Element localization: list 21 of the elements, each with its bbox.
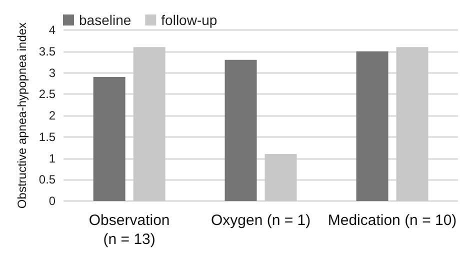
y-tick-label: 0 <box>48 194 56 208</box>
y-tick-label: 2.5 <box>38 87 56 102</box>
y-tick-label: 4 <box>48 23 56 37</box>
y-tick-label: 2 <box>48 108 56 122</box>
y-tick-label: 3.5 <box>38 44 56 58</box>
x-tick-label: Medication (n = 10) <box>328 212 457 229</box>
y-tick-label: 1 <box>48 151 56 166</box>
bar <box>356 51 388 201</box>
legend-label: baseline <box>79 12 132 28</box>
bar <box>264 154 297 201</box>
bar <box>133 47 166 201</box>
x-tick-label: Observation (n = 13) <box>88 212 170 248</box>
bar <box>224 60 257 201</box>
y-tick-label: 0.5 <box>38 172 56 187</box>
x-tick-label: Oxygen (n = 1) <box>210 212 311 229</box>
legend-label: follow-up <box>161 12 218 28</box>
bar <box>396 47 428 201</box>
bar <box>93 77 126 201</box>
y-axis-title: Obstructive apnea-hypopnea index <box>15 22 29 209</box>
y-tick-label: 3 <box>48 66 56 80</box>
y-tick-label: 1.5 <box>38 130 56 144</box>
